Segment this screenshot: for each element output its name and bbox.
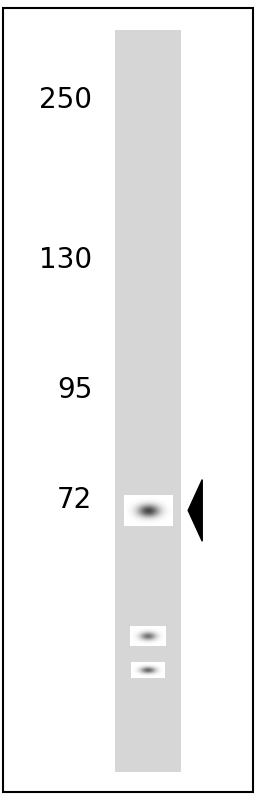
Polygon shape <box>188 480 202 542</box>
Text: 95: 95 <box>57 376 92 404</box>
Text: 130: 130 <box>39 246 92 274</box>
Text: 72: 72 <box>57 486 92 514</box>
Text: 250: 250 <box>39 86 92 114</box>
Bar <box>115 30 181 772</box>
